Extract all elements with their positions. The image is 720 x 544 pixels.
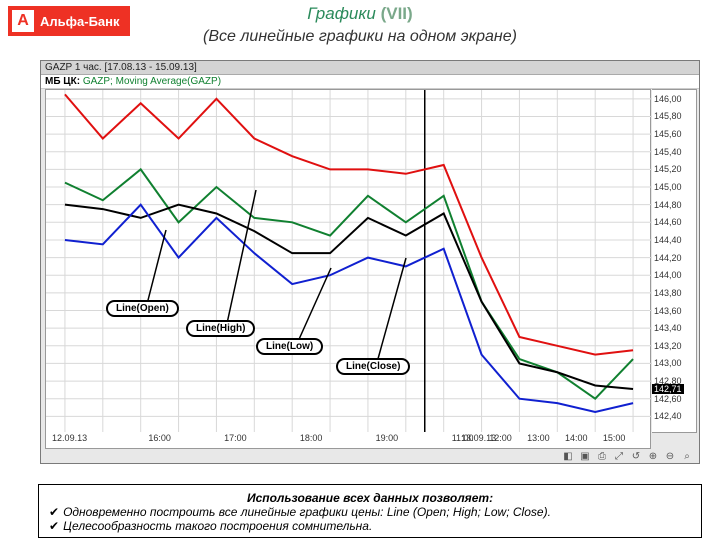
y-tick: 143,40	[654, 323, 682, 333]
y-tick: 144,00	[654, 270, 682, 280]
toolbar-icon-7[interactable]: ⌕	[681, 450, 693, 462]
y-tick: 145,20	[654, 164, 682, 174]
x-tick: 17:00	[224, 433, 247, 443]
y-tick: 142,40	[654, 411, 682, 421]
chart-y-axis: 142,40142,60142,80143,00143,20143,40143,…	[652, 89, 697, 433]
x-tick: 19:00	[376, 433, 399, 443]
chart-x-axis: 16:0017:0018:0019:0011:0012:0013:0014:00…	[45, 432, 651, 449]
toolbar-icon-0[interactable]: ◧	[562, 450, 574, 462]
x-tick: 13:00	[527, 433, 550, 443]
callout-lineopen: Line(Open)	[106, 300, 179, 317]
callout-lineclose: Line(Close)	[336, 358, 410, 375]
window-header: GAZP 1 час. [17.08.13 - 15.09.13]	[41, 61, 699, 75]
y-tick: 143,80	[654, 288, 682, 298]
toolbar-icon-6[interactable]: ⊖	[664, 450, 676, 462]
footer-bullet-2: Целесообразность такого построения сомни…	[49, 519, 691, 533]
x-tick: 16:00	[148, 433, 171, 443]
chart-legend-header: МБ ЦК: GAZP; Moving Average(GAZP)	[41, 75, 699, 89]
y-tick: 143,00	[654, 358, 682, 368]
x-date-label: 13.09.13	[461, 433, 496, 443]
y-tick: 143,60	[654, 306, 682, 316]
chart-toolbar: ◧ ▣ ⎙ ⤢ ↺ ⊕ ⊖ ⌕	[45, 449, 697, 463]
toolbar-icon-2[interactable]: ⎙	[596, 450, 608, 462]
y-tick: 144,20	[654, 253, 682, 263]
x-tick: 14:00	[565, 433, 588, 443]
logo-letter: А	[12, 10, 34, 32]
y-tick: 144,60	[654, 217, 682, 227]
footer-heading: Использование всех данных позволяет:	[49, 491, 691, 505]
toolbar-icon-3[interactable]: ⤢	[613, 450, 625, 462]
footer-bullet-1: Одновременно построить все линейные граф…	[49, 505, 691, 519]
y-tick: 145,40	[654, 147, 682, 157]
y-tick: 145,80	[654, 111, 682, 121]
chart-window: GAZP 1 час. [17.08.13 - 15.09.13] МБ ЦК:…	[40, 60, 700, 464]
y-tick: 143,20	[654, 341, 682, 351]
y-tick: 146,00	[654, 94, 682, 104]
x-tick: 18:00	[300, 433, 323, 443]
toolbar-icon-5[interactable]: ⊕	[647, 450, 659, 462]
callout-linehigh: Line(High)	[186, 320, 255, 337]
footer-note: Использование всех данных позволяет: Одн…	[38, 484, 702, 538]
alfabank-logo: А Альфа-Банк	[8, 6, 130, 36]
callout-linelow: Line(Low)	[256, 338, 323, 355]
x-tick: 15:00	[603, 433, 626, 443]
chart-plot-area: Line(Open) Line(High)Line(Low) Line(Close)	[45, 89, 651, 433]
toolbar-icon-1[interactable]: ▣	[579, 450, 591, 462]
x-date-label: 12.09.13	[52, 433, 87, 443]
y-tick: 145,00	[654, 182, 682, 192]
y-highlight-value: 142,71	[652, 384, 684, 394]
y-tick: 142,60	[654, 394, 682, 404]
y-tick: 144,40	[654, 235, 682, 245]
y-tick: 145,60	[654, 129, 682, 139]
y-tick: 144,80	[654, 200, 682, 210]
logo-text: Альфа-Банк	[40, 14, 120, 29]
chart-svg	[46, 90, 652, 434]
toolbar-icon-4[interactable]: ↺	[630, 450, 642, 462]
